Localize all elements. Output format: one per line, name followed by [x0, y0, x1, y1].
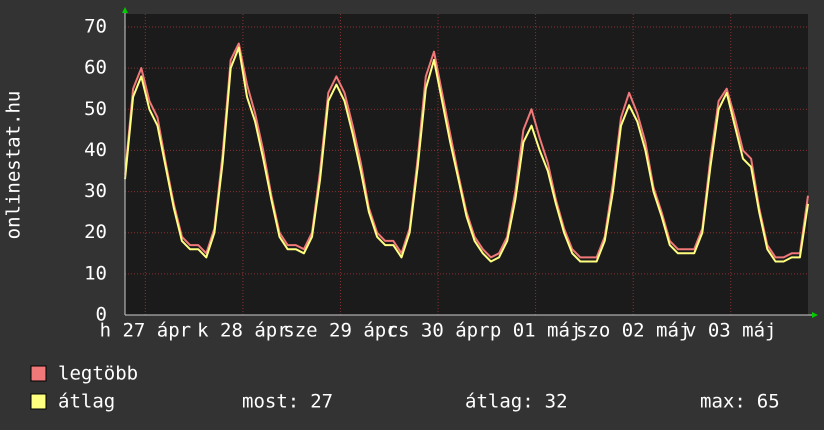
y-arrow — [122, 7, 128, 13]
y-tick-label: 20 — [84, 221, 107, 243]
plot-area — [125, 14, 808, 315]
stat-label: átlag: — [465, 391, 534, 413]
legend-swatch — [30, 393, 47, 410]
y-tick-label: 70 — [84, 16, 107, 38]
legend-label: átlag — [58, 391, 115, 413]
y-tick-label: 50 — [84, 98, 107, 120]
y-axis-label: onlinestat.hu — [3, 91, 25, 240]
x-tick-label: sze 29 ápr — [283, 320, 397, 342]
x-tick-label: h 27 ápr — [100, 320, 192, 342]
x-tick-label: v 03 máj — [685, 320, 777, 342]
y-tick-label: 40 — [84, 139, 107, 161]
x-tick-label: szo 02 máj — [576, 320, 690, 342]
stat-label: most: — [242, 391, 299, 413]
stat-label: max: — [700, 391, 746, 413]
series-line — [124, 46, 809, 263]
y-tick-label: 10 — [84, 262, 107, 284]
y-tick-label: 30 — [84, 180, 107, 202]
y-tick-label: 0 — [96, 304, 107, 326]
x-tick-label: k 28 ápr — [197, 320, 289, 342]
x-tick-label: cs 30 ápr — [387, 320, 490, 342]
stat-value: 65 — [757, 391, 780, 413]
stat-value: 27 — [310, 391, 333, 413]
x-arrow — [812, 312, 818, 318]
y-tick-label: 60 — [84, 57, 107, 79]
legend-label: legtöbb — [58, 363, 138, 385]
plot — [124, 42, 809, 263]
x-tick-label: p 01 máj — [490, 320, 582, 342]
legend-swatch — [30, 365, 47, 382]
legend: legtöbb átlag most: 27 átlag: 32 max: 65 — [30, 363, 780, 413]
grid — [125, 14, 808, 316]
stat-value: 32 — [545, 391, 568, 413]
